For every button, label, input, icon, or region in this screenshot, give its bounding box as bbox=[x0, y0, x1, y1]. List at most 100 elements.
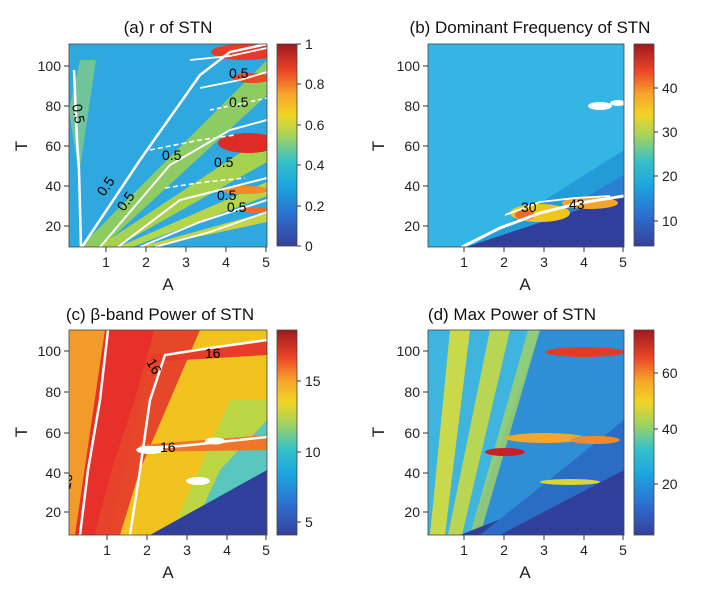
panel-b-xtick-label: 1 bbox=[460, 254, 468, 270]
panel-d-xlabel: A bbox=[519, 563, 531, 582]
panel-d-plot-area bbox=[428, 330, 624, 535]
panel-d-xtick-label: 3 bbox=[540, 542, 548, 558]
panel-a-contour-label: 0.5 bbox=[227, 199, 247, 215]
panel-c-dark-region bbox=[150, 470, 267, 535]
panel-c-ytick-label: 40 bbox=[45, 465, 61, 481]
panel-a-xtick-label: 4 bbox=[222, 254, 230, 270]
panel-a-title: (a) r of STN bbox=[124, 18, 213, 37]
panel-a: (a) r of STN 0.5 0.5 bbox=[12, 18, 325, 294]
panel-d-cbar-tick-label: 60 bbox=[662, 365, 678, 381]
panel-a-lower-wedge bbox=[69, 44, 267, 247]
panel-b: (b) Dominant Frequency of STN 30 43 1 2 bbox=[369, 18, 678, 294]
panel-c-white-spot bbox=[205, 437, 225, 445]
panel-c-plot-area: 16 16 16 16 bbox=[57, 330, 267, 535]
panel-d-ytick-label: 80 bbox=[404, 384, 420, 400]
panel-c-top-band bbox=[150, 340, 267, 362]
panel-c-cbar-tick-label: 5 bbox=[305, 514, 313, 530]
panel-c-xtick-label: 1 bbox=[103, 542, 111, 558]
panel-b-xtick-label: 5 bbox=[619, 254, 627, 270]
panel-c-red-wedge bbox=[75, 330, 155, 535]
panel-d-colorbar: 20 40 60 bbox=[633, 329, 678, 536]
panel-b-xtick-label: 3 bbox=[540, 254, 548, 270]
panel-c-cbar-tick-label: 15 bbox=[305, 373, 321, 389]
panel-c-xlabel: A bbox=[162, 563, 174, 582]
panel-d-yticks: 20 40 60 80 100 bbox=[397, 343, 428, 520]
panel-a-ytick-label: 80 bbox=[45, 98, 61, 114]
panel-c-ytick-label: 20 bbox=[45, 504, 61, 520]
panel-a-colorbar-scale bbox=[276, 43, 298, 247]
panel-c-colorbar-scale bbox=[276, 329, 298, 536]
panel-d-hot-band bbox=[545, 347, 624, 357]
panel-c-red-wedge bbox=[95, 330, 200, 535]
panel-c-contour-line bbox=[78, 330, 110, 535]
panel-a-contour-label: 0.5 bbox=[229, 65, 249, 81]
panel-c-ytick-label: 60 bbox=[45, 425, 61, 441]
panel-b-contour-label: 30 bbox=[521, 199, 537, 215]
panel-a-cbar-tick-label: 1 bbox=[305, 36, 313, 52]
panel-b-title: (b) Dominant Frequency of STN bbox=[410, 18, 651, 37]
panel-c-contour-line bbox=[128, 338, 267, 535]
panel-b-cbar-tick-label: 10 bbox=[662, 213, 678, 229]
panel-c-title: (c) β-band Power of STN bbox=[66, 305, 254, 324]
panel-b-xticks: 1 2 3 4 5 bbox=[460, 247, 627, 270]
panel-b-plot-area: 30 43 bbox=[461, 100, 624, 247]
panel-b-ytick-label: 80 bbox=[404, 98, 420, 114]
panel-d: (d) Max Power of STN 1 2 3 4 5 bbox=[369, 305, 678, 582]
panel-c-yticks: 20 40 60 80 100 bbox=[38, 343, 69, 520]
panel-b-colorbar: 10 20 30 40 bbox=[633, 43, 678, 247]
panel-d-xtick-label: 5 bbox=[619, 542, 627, 558]
panel-d-hot-band bbox=[485, 448, 525, 456]
panel-a-contour-label: 0.5 bbox=[214, 154, 234, 170]
panel-a-contour-line bbox=[189, 47, 267, 61]
panel-d-yellow-band bbox=[430, 330, 470, 535]
panel-b-ytick-label: 60 bbox=[404, 138, 420, 154]
panel-d-hot-band bbox=[570, 436, 620, 444]
panel-d-hot-band bbox=[505, 433, 585, 443]
panel-a-hotspot-mid bbox=[218, 133, 267, 153]
panel-b-ytick-label: 100 bbox=[397, 58, 421, 74]
panel-a-ylabel: T bbox=[12, 141, 31, 151]
panel-b-xtick-label: 4 bbox=[580, 254, 588, 270]
panel-a-xtick-label: 5 bbox=[262, 254, 270, 270]
panel-d-title: (d) Max Power of STN bbox=[428, 305, 596, 324]
panel-d-xtick-label: 1 bbox=[460, 542, 468, 558]
panel-c-ylabel: T bbox=[12, 427, 31, 437]
panel-d-cbar-tick-label: 40 bbox=[662, 421, 678, 437]
panel-d-ytick-label: 100 bbox=[397, 343, 421, 359]
panel-d-xticks: 1 2 3 4 5 bbox=[460, 535, 627, 558]
panel-b-contour-line bbox=[461, 194, 624, 247]
panel-c-contour-label: 16 bbox=[57, 472, 75, 490]
panel-c-xtick-label: 4 bbox=[223, 542, 231, 558]
panel-a-plot-area: 0.5 0.5 0.5 0.5 0.5 0.5 0.5 0.5 0.5 bbox=[69, 44, 267, 247]
panel-b-contour-line bbox=[504, 195, 611, 216]
panel-a-contour-line bbox=[199, 71, 267, 89]
panel-d-mid-region bbox=[480, 420, 624, 535]
panel-b-cbar-tick-label: 20 bbox=[662, 168, 678, 184]
panel-d-ytick-label: 60 bbox=[404, 425, 420, 441]
panel-a-contour-line bbox=[164, 177, 246, 189]
panel-a-xtick-label: 2 bbox=[142, 254, 150, 270]
panel-c-green-region bbox=[170, 400, 267, 535]
panel-c-white-spot bbox=[186, 477, 210, 485]
panel-d-colorbar-scale bbox=[633, 329, 655, 536]
panel-a-ytick-label: 100 bbox=[38, 58, 62, 74]
panel-b-ytick-label: 40 bbox=[404, 178, 420, 194]
panel-b-colorbar-scale bbox=[633, 43, 655, 247]
panel-a-ytick-label: 60 bbox=[45, 138, 61, 154]
panel-c-contour-label: 16 bbox=[160, 439, 176, 455]
panel-a-xtick-label: 1 bbox=[102, 254, 110, 270]
panel-a-ytick-label: 20 bbox=[45, 218, 61, 234]
panel-a-colorbar: 0 0.2 0.4 0.6 0.8 1 bbox=[276, 36, 325, 254]
panel-a-bottom-band bbox=[140, 212, 267, 247]
panel-a-contour-line bbox=[139, 199, 267, 247]
panel-a-contour-label: 0.5 bbox=[229, 94, 249, 110]
panel-a-contour-line bbox=[149, 134, 236, 151]
panel-a-xticks: 1 2 3 4 5 bbox=[102, 247, 270, 270]
panel-c: (c) β-band Power of STN 16 16 16 16 bbox=[12, 305, 321, 582]
panel-a-cbar-tick-label: 0 bbox=[305, 238, 313, 254]
panel-a-contour-label: 0.5 bbox=[69, 103, 88, 125]
panel-c-ytick-label: 100 bbox=[38, 343, 62, 359]
panel-b-ytick-label: 20 bbox=[404, 218, 420, 234]
panel-a-contour-label: 0.5 bbox=[162, 147, 182, 163]
